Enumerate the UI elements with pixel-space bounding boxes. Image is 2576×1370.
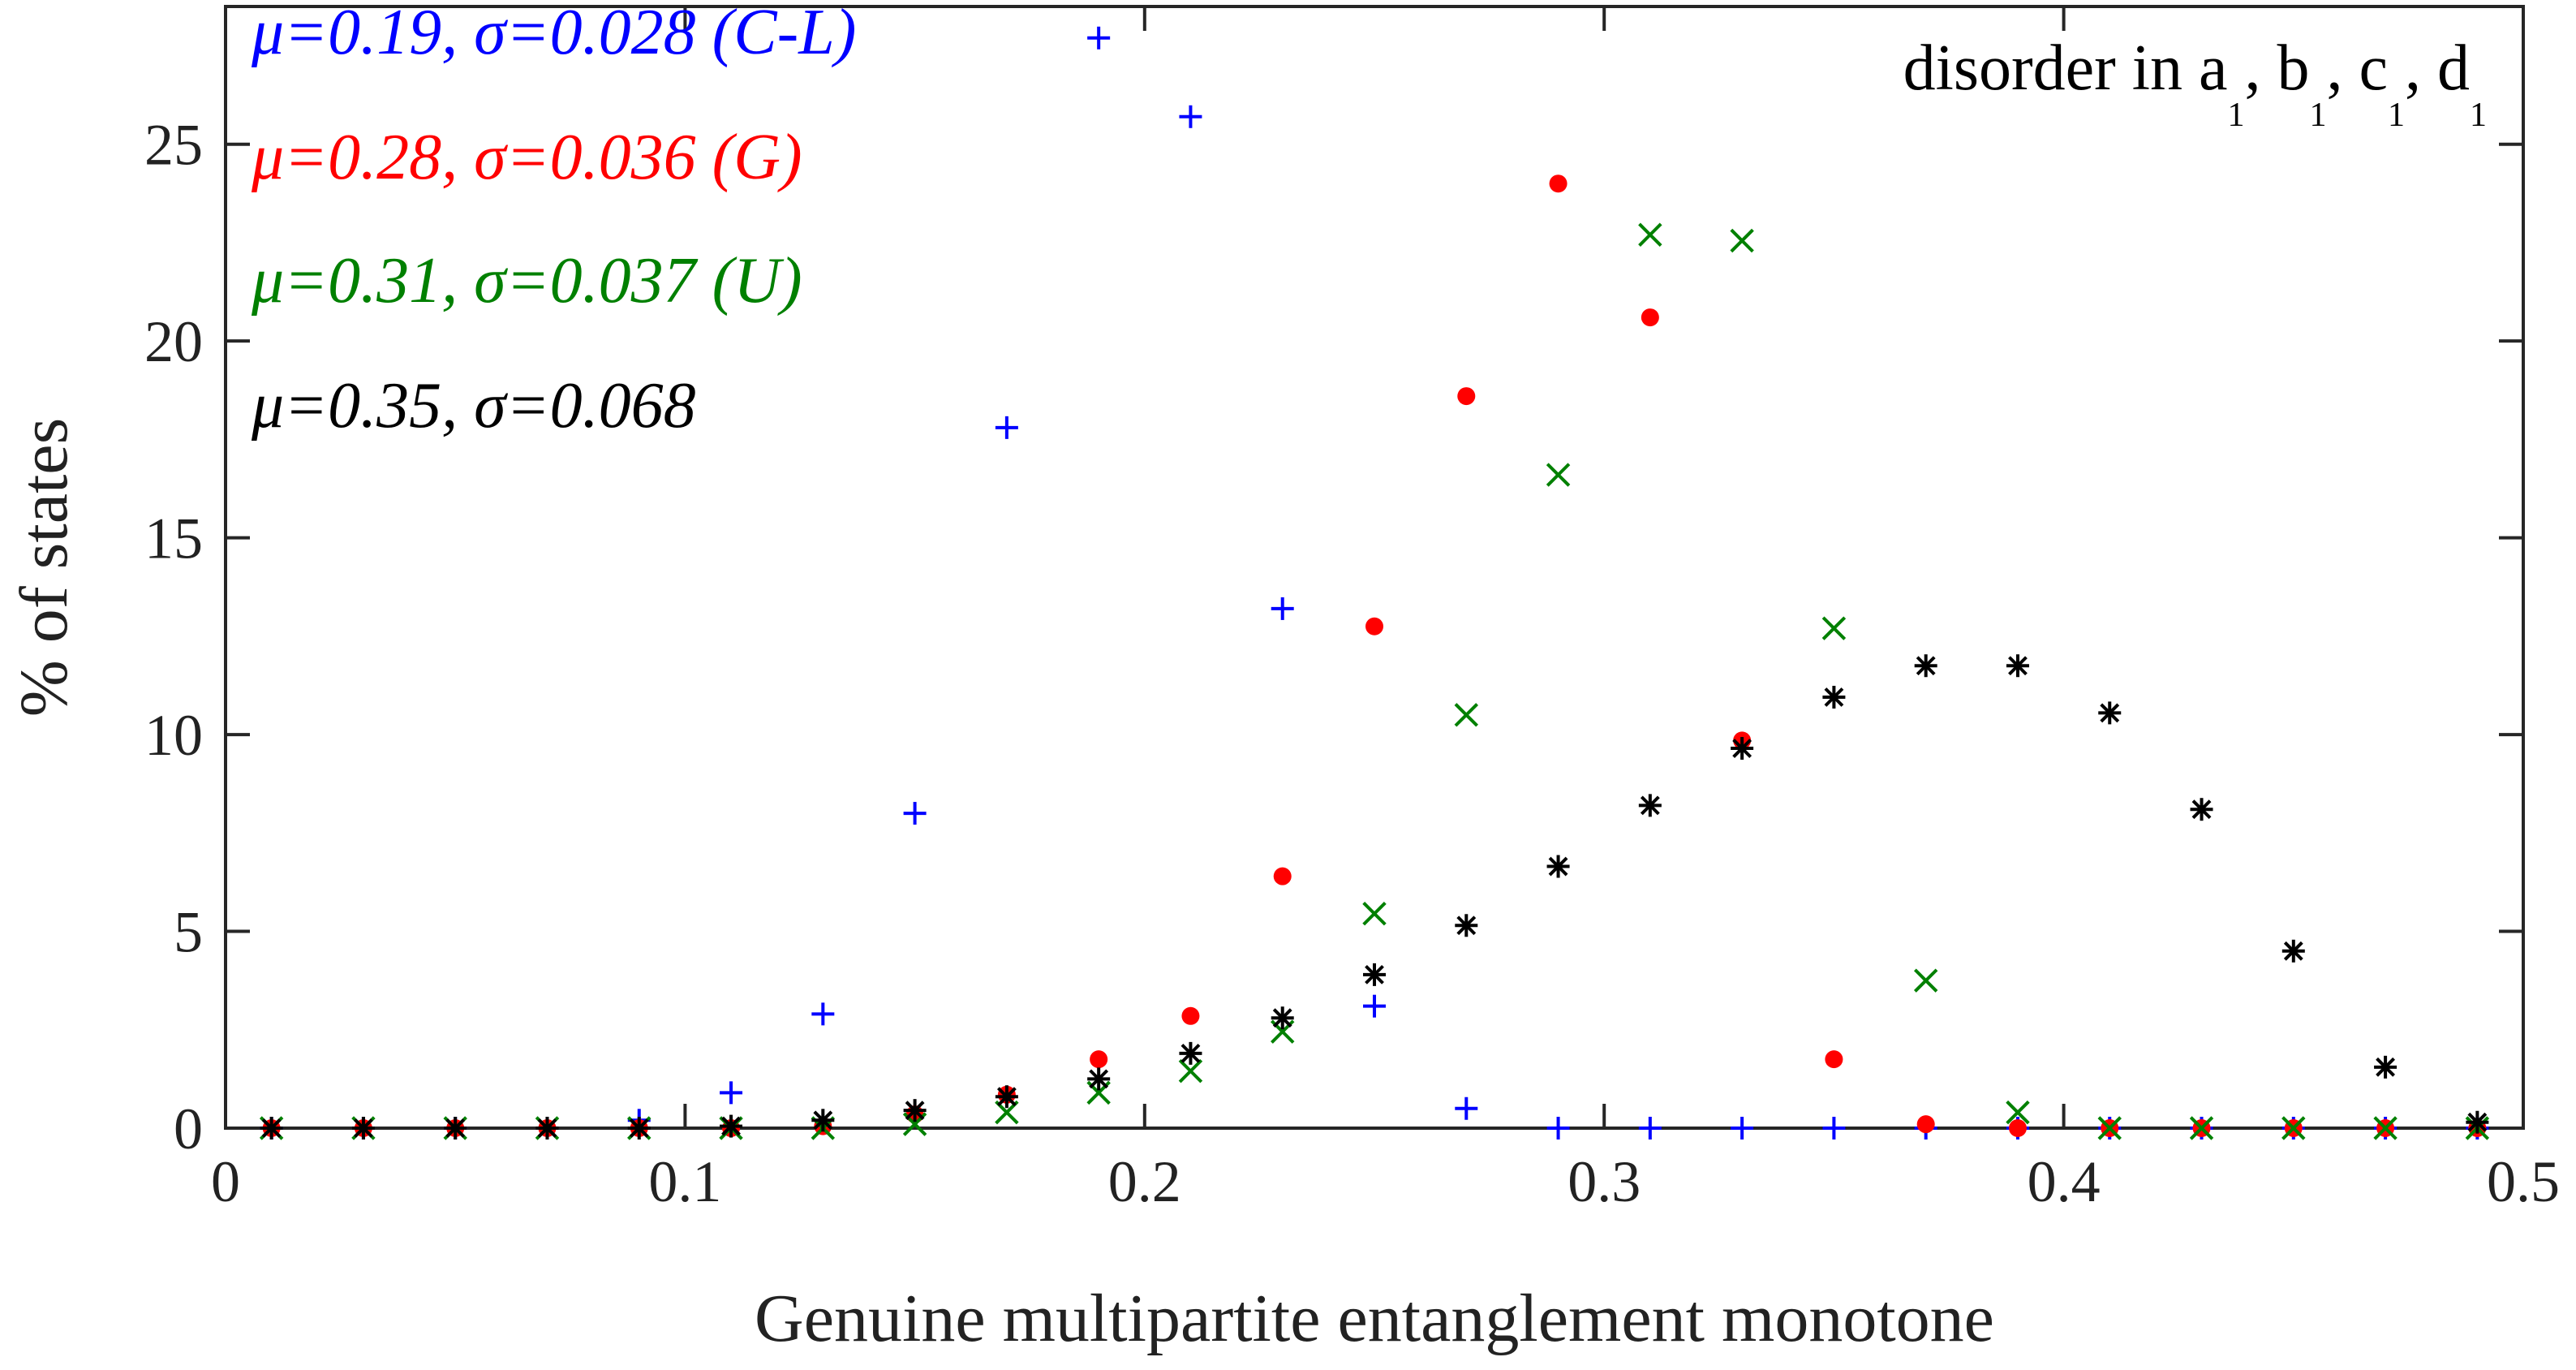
point-disorder-12 xyxy=(1363,963,1386,986)
point-disorder-0 xyxy=(260,1117,283,1140)
y-tick-label: 0 xyxy=(174,1096,203,1161)
point-u-18 xyxy=(1913,968,1938,993)
point-disorder-20 xyxy=(2098,701,2122,725)
x-tick-label: 0.4 xyxy=(2028,1149,2101,1214)
x-tick-label: 0.3 xyxy=(1568,1149,1641,1214)
point-c-l-12 xyxy=(1363,994,1386,1018)
point-disorder-1 xyxy=(351,1117,375,1140)
legend-entry-g: μ=0.28, σ=0.036 (G) xyxy=(251,122,802,193)
point-u-15 xyxy=(1638,222,1662,247)
point-u-12 xyxy=(1362,902,1387,926)
point-disorder-22 xyxy=(2281,939,2305,963)
point-disorder-3 xyxy=(535,1117,559,1140)
point-c-l-5 xyxy=(720,1081,743,1105)
point-disorder-23 xyxy=(2374,1055,2398,1079)
point-disorder-2 xyxy=(444,1117,467,1140)
point-g-17 xyxy=(1825,1050,1843,1069)
point-disorder-21 xyxy=(2190,798,2213,821)
tick-marks xyxy=(224,6,2525,1130)
point-disorder-8 xyxy=(995,1085,1018,1109)
x-tick-label: 0.2 xyxy=(1108,1149,1181,1214)
plot-frame xyxy=(224,5,2525,1130)
point-disorder-16 xyxy=(1731,737,1754,760)
point-disorder-17 xyxy=(1822,686,1846,709)
legend-entry-disorder: μ=0.35, σ=0.068 xyxy=(251,370,696,442)
point-disorder-5 xyxy=(720,1114,743,1138)
y-tick-label: 5 xyxy=(174,900,203,965)
point-c-l-17 xyxy=(1822,1117,1846,1140)
point-g-19 xyxy=(2008,1119,2027,1137)
point-u-21 xyxy=(2189,1116,2214,1140)
point-c-l-15 xyxy=(1638,1117,1662,1140)
point-disorder-24 xyxy=(2466,1110,2489,1134)
point-c-l-16 xyxy=(1731,1117,1754,1140)
point-disorder-6 xyxy=(811,1109,835,1132)
point-g-12 xyxy=(1365,617,1383,635)
point-u-16 xyxy=(1730,228,1754,253)
point-u-10 xyxy=(1178,1058,1203,1084)
point-c-l-11 xyxy=(1271,597,1294,620)
x-tick-label: 0.1 xyxy=(648,1149,721,1214)
point-disorder-19 xyxy=(2006,654,2029,678)
point-disorder-15 xyxy=(1638,794,1662,817)
axes xyxy=(224,5,2525,1130)
point-u-13 xyxy=(1454,703,1478,727)
point-disorder-10 xyxy=(1179,1041,1202,1065)
data-points xyxy=(259,26,2490,1140)
point-g-9 xyxy=(1090,1050,1108,1069)
point-g-18 xyxy=(1916,1115,1935,1134)
point-disorder-11 xyxy=(1271,1006,1294,1030)
point-u-22 xyxy=(2281,1116,2306,1140)
x-tick-label: 0 xyxy=(211,1149,240,1214)
point-disorder-4 xyxy=(627,1117,651,1140)
point-disorder-9 xyxy=(1087,1067,1111,1091)
y-tick-label: 10 xyxy=(144,703,203,768)
point-g-10 xyxy=(1181,1006,1200,1025)
point-u-20 xyxy=(2097,1116,2122,1140)
point-c-l-9 xyxy=(1087,26,1111,50)
annotation-text: disorder in a1, b1, c1, d1 xyxy=(1903,32,2487,134)
disorder-annotation: disorder in a1, b1, c1, d1 xyxy=(1903,32,2487,134)
x-tick-label: 0.5 xyxy=(2487,1149,2560,1214)
x-axis-title: Genuine multipartite entanglement monoto… xyxy=(755,1281,1994,1356)
legend: μ=0.19, σ=0.028 (C-L) μ=0.28, σ=0.036 (G)… xyxy=(251,0,856,442)
point-g-13 xyxy=(1457,387,1476,406)
point-disorder-14 xyxy=(1546,855,1570,878)
point-c-l-13 xyxy=(1455,1096,1478,1120)
y-tick-label: 25 xyxy=(144,113,203,178)
legend-entry-c-l: μ=0.19, σ=0.028 (C-L) xyxy=(251,0,856,68)
point-g-11 xyxy=(1273,867,1292,885)
point-c-l-8 xyxy=(995,416,1018,439)
point-g-15 xyxy=(1641,308,1659,327)
y-tick-label: 15 xyxy=(144,506,203,571)
y-axis-title: % of states xyxy=(6,418,82,717)
point-u-23 xyxy=(2373,1116,2398,1140)
point-c-l-14 xyxy=(1546,1117,1570,1140)
point-g-14 xyxy=(1549,174,1568,193)
tick-labels: 0 0.1 0.2 0.3 0.4 0.5 0 5 10 15 20 25 xyxy=(144,113,2560,1214)
legend-entry-u: μ=0.31, σ=0.037 (U) xyxy=(251,245,802,317)
point-c-l-10 xyxy=(1179,105,1202,128)
point-c-l-6 xyxy=(811,1002,835,1026)
point-disorder-13 xyxy=(1455,914,1478,937)
point-disorder-7 xyxy=(903,1099,927,1122)
point-u-17 xyxy=(1821,616,1847,640)
point-disorder-18 xyxy=(1914,654,1937,678)
point-u-19 xyxy=(2006,1100,2030,1125)
point-c-l-7 xyxy=(903,802,927,825)
point-u-14 xyxy=(1546,463,1571,487)
y-tick-label: 20 xyxy=(144,309,203,374)
